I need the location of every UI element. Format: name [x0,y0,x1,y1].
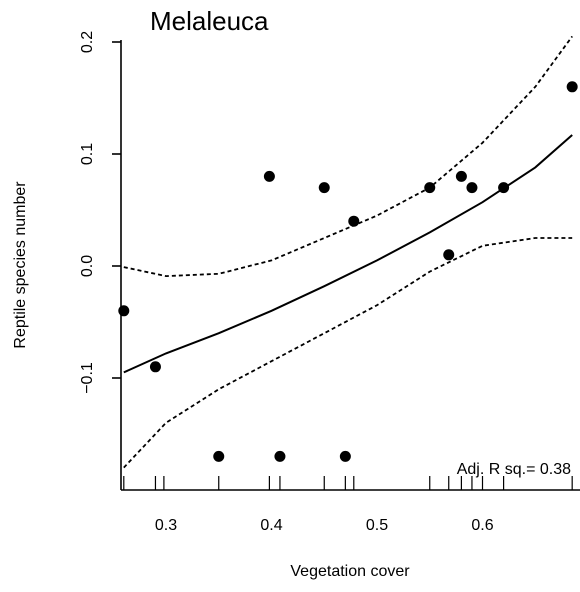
y-ticks: −0.1 0.0 0.1 0.2 [79,31,121,394]
x-ticks: 0.3 0.4 0.5 0.6 [155,517,494,534]
data-point [566,81,578,93]
data-point [339,450,351,462]
y-tick-label: −0.1 [79,362,96,394]
data-point [443,249,455,261]
y-tick-label: 0.2 [79,31,96,53]
data-point [213,450,225,462]
data-point [348,215,360,227]
y-tick-label: 0.0 [79,255,96,277]
data-point [455,170,467,182]
x-tick-label: 0.6 [471,517,493,534]
x-tick-label: 0.5 [366,517,388,534]
r-squared-annotation: Adj. R sq.= 0.38 [457,461,571,478]
data-point [318,182,330,194]
x-tick-label: 0.3 [155,517,177,534]
data-points [118,81,578,462]
y-axis-label: Reptile species number [12,181,29,349]
rug-marks [123,476,573,490]
data-point [149,361,161,373]
data-point [118,305,130,317]
chart-title: Melaleuca [150,6,269,36]
data-point [263,170,275,182]
lower-confidence-band [123,237,573,469]
x-tick-label: 0.4 [260,517,282,534]
data-point [498,182,510,194]
data-point [274,450,286,462]
fit-line [123,134,573,374]
upper-confidence-band [123,35,573,278]
data-point [466,182,478,194]
data-point [424,182,436,194]
y-tick-label: 0.1 [79,143,96,165]
x-axis-label: Vegetation cover [290,563,410,580]
